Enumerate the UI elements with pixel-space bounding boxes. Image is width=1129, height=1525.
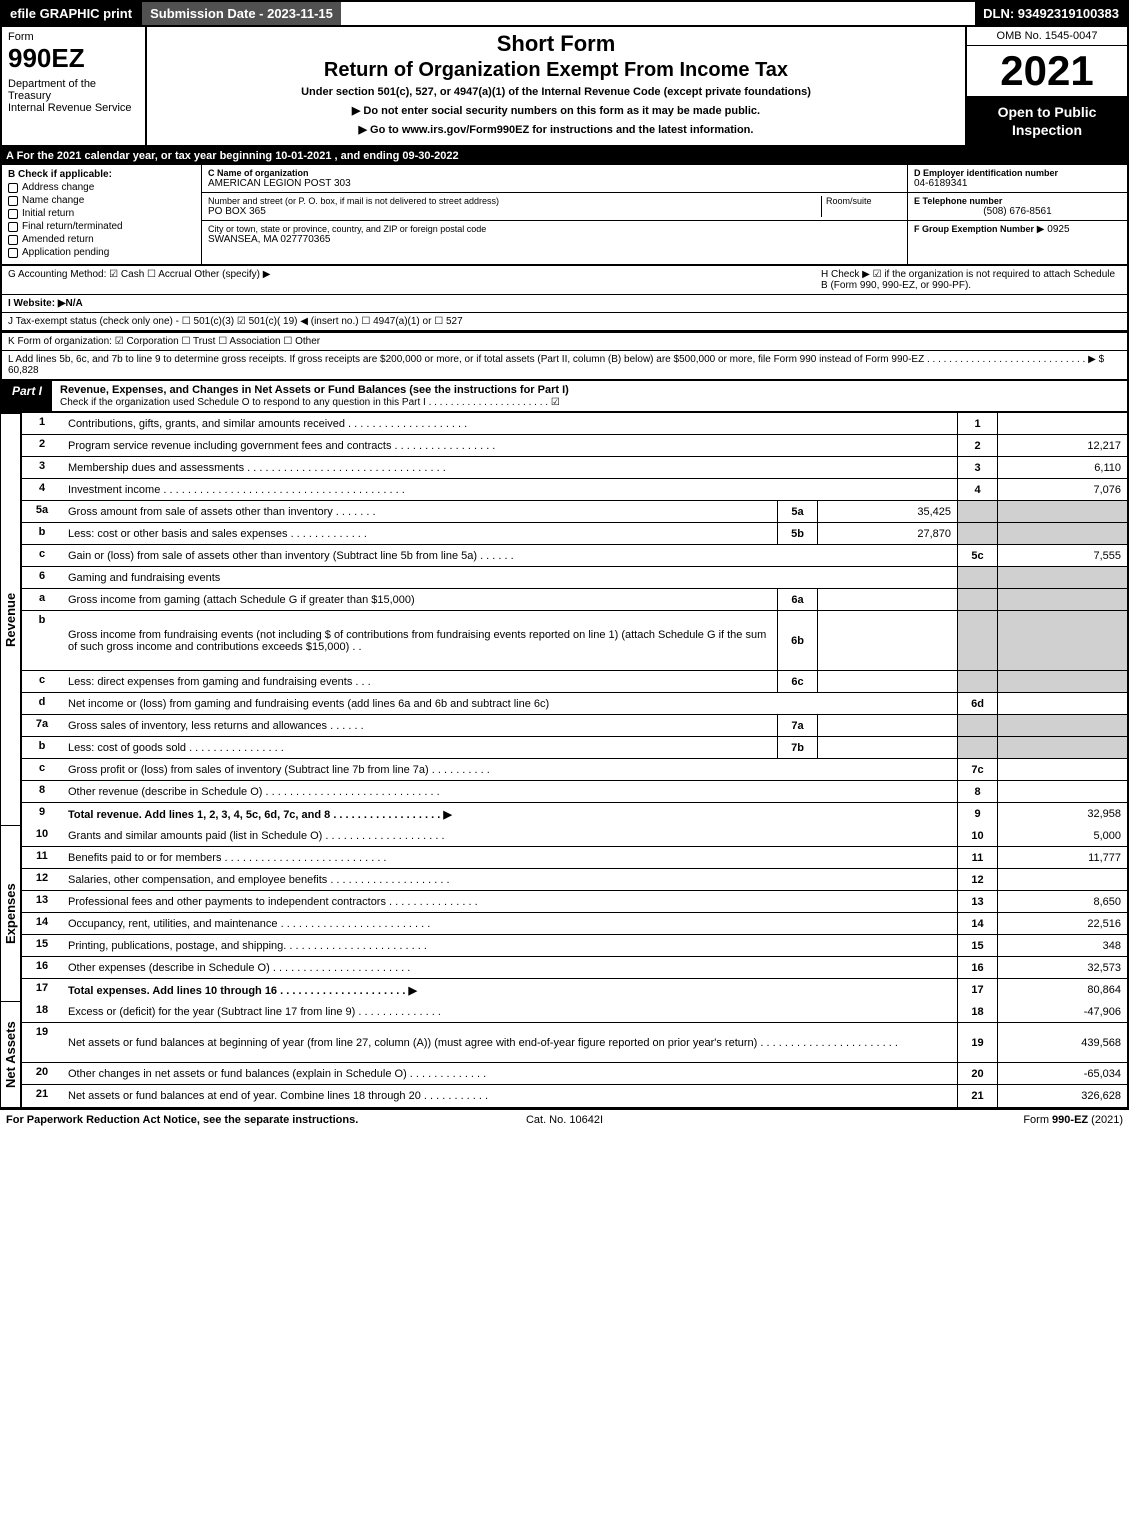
line-6: 6 Gaming and fundraising events bbox=[22, 567, 1127, 589]
street-label: Number and street (or P. O. box, if mail… bbox=[208, 196, 821, 206]
meta-rows: G Accounting Method: ☑ Cash ☐ Accrual Ot… bbox=[0, 266, 1129, 381]
open-public-label: Open to Public Inspection bbox=[967, 97, 1127, 145]
ein-label: D Employer identification number bbox=[914, 168, 1121, 178]
header-center: Short Form Return of Organization Exempt… bbox=[147, 27, 967, 145]
line-10: 10 Grants and similar amounts paid (list… bbox=[22, 825, 1127, 847]
checkbox-initial-return[interactable]: Initial return bbox=[8, 208, 195, 219]
line-5c: c Gain or (loss) from sale of assets oth… bbox=[22, 545, 1127, 567]
city-label: City or town, state or province, country… bbox=[208, 224, 901, 234]
phone-label: E Telephone number bbox=[914, 196, 1121, 206]
header-left: Form 990EZ Department of the Treasury In… bbox=[2, 27, 147, 145]
phone-value: (508) 676-8561 bbox=[914, 206, 1121, 217]
main-info-block: B Check if applicable: Address change Na… bbox=[0, 165, 1129, 266]
city-value: SWANSEA, MA 027770365 bbox=[208, 234, 901, 245]
short-form-title: Short Form bbox=[155, 31, 957, 57]
line-6b: b Gross income from fundraising events (… bbox=[22, 611, 1127, 671]
line-5b: b Less: cost or other basis and sales ex… bbox=[22, 523, 1127, 545]
group-exemption-value: ▶ 0925 bbox=[1037, 224, 1070, 235]
line-6c: c Less: direct expenses from gaming and … bbox=[22, 671, 1127, 693]
under-section-text: Under section 501(c), 527, or 4947(a)(1)… bbox=[155, 86, 957, 98]
line-2: 2 Program service revenue including gove… bbox=[22, 435, 1127, 457]
line-7a: 7a Gross sales of inventory, less return… bbox=[22, 715, 1127, 737]
goto-link-text[interactable]: ▶ Go to www.irs.gov/Form990EZ for instru… bbox=[155, 123, 957, 136]
line-6d: d Net income or (loss) from gaming and f… bbox=[22, 693, 1127, 715]
expenses-section: Expenses 10 Grants and similar amounts p… bbox=[0, 825, 1129, 1001]
expenses-sidebar: Expenses bbox=[0, 825, 22, 1001]
footer-cat-no: Cat. No. 10642I bbox=[378, 1114, 750, 1126]
footer-paperwork: For Paperwork Reduction Act Notice, see … bbox=[6, 1114, 378, 1126]
section-b-title: B Check if applicable: bbox=[8, 169, 195, 180]
room-label: Room/suite bbox=[826, 196, 901, 206]
revenue-sidebar: Revenue bbox=[0, 413, 22, 825]
part-1-header: Part I Revenue, Expenses, and Changes in… bbox=[0, 381, 1129, 413]
efile-print-label[interactable]: efile GRAPHIC print bbox=[2, 2, 140, 25]
line-17: 17 Total expenses. Add lines 10 through … bbox=[22, 979, 1127, 1001]
section-h-schedule-b: H Check ▶ ☑ if the organization is not r… bbox=[821, 269, 1121, 291]
checkbox-address-change[interactable]: Address change bbox=[8, 182, 195, 193]
return-title: Return of Organization Exempt From Incom… bbox=[155, 59, 957, 82]
section-c-org-info: C Name of organization AMERICAN LEGION P… bbox=[202, 165, 907, 264]
no-ssn-text: ▶ Do not enter social security numbers o… bbox=[155, 104, 957, 117]
line-5a: 5a Gross amount from sale of assets othe… bbox=[22, 501, 1127, 523]
street-value: PO BOX 365 bbox=[208, 206, 821, 217]
line-11: 11 Benefits paid to or for members . . .… bbox=[22, 847, 1127, 869]
ein-value: 04-6189341 bbox=[914, 178, 1121, 189]
department-label: Department of the Treasury Internal Reve… bbox=[8, 78, 139, 114]
line-8: 8 Other revenue (describe in Schedule O)… bbox=[22, 781, 1127, 803]
section-k-form-org: K Form of organization: ☑ Corporation ☐ … bbox=[8, 336, 1121, 347]
section-g-accounting: G Accounting Method: ☑ Cash ☐ Accrual Ot… bbox=[8, 269, 821, 291]
checkbox-application-pending[interactable]: Application pending bbox=[8, 247, 195, 258]
section-a-tax-year: A For the 2021 calendar year, or tax yea… bbox=[0, 147, 1129, 165]
omb-number: OMB No. 1545-0047 bbox=[967, 27, 1127, 46]
line-12: 12 Salaries, other compensation, and emp… bbox=[22, 869, 1127, 891]
section-b-checkboxes: B Check if applicable: Address change Na… bbox=[2, 165, 202, 264]
line-21: 21 Net assets or fund balances at end of… bbox=[22, 1085, 1127, 1107]
section-i-website: I Website: ▶N/A bbox=[8, 298, 1121, 309]
top-bar: efile GRAPHIC print Submission Date - 20… bbox=[0, 0, 1129, 27]
line-7c: c Gross profit or (loss) from sales of i… bbox=[22, 759, 1127, 781]
line-4: 4 Investment income . . . . . . . . . . … bbox=[22, 479, 1127, 501]
submission-date: Submission Date - 2023-11-15 bbox=[140, 2, 341, 25]
line-14: 14 Occupancy, rent, utilities, and maint… bbox=[22, 913, 1127, 935]
line-9: 9 Total revenue. Add lines 1, 2, 3, 4, 5… bbox=[22, 803, 1127, 825]
line-6a: a Gross income from gaming (attach Sched… bbox=[22, 589, 1127, 611]
line-1: 1 Contributions, gifts, grants, and simi… bbox=[22, 413, 1127, 435]
footer-form-ref: Form 990-EZ (2021) bbox=[751, 1114, 1123, 1126]
line-7b: b Less: cost of goods sold . . . . . . .… bbox=[22, 737, 1127, 759]
revenue-section: Revenue 1 Contributions, gifts, grants, … bbox=[0, 413, 1129, 825]
net-assets-section: Net Assets 18 Excess or (deficit) for th… bbox=[0, 1001, 1129, 1109]
form-label: Form bbox=[8, 31, 139, 43]
checkbox-final-return[interactable]: Final return/terminated bbox=[8, 221, 195, 232]
form-number: 990EZ bbox=[8, 43, 139, 74]
line-19: 19 Net assets or fund balances at beginn… bbox=[22, 1023, 1127, 1063]
line-18: 18 Excess or (deficit) for the year (Sub… bbox=[22, 1001, 1127, 1023]
sections-d-e-f: D Employer identification number 04-6189… bbox=[907, 165, 1127, 264]
form-header: Form 990EZ Department of the Treasury In… bbox=[0, 27, 1129, 147]
page-footer: For Paperwork Reduction Act Notice, see … bbox=[0, 1109, 1129, 1130]
line-13: 13 Professional fees and other payments … bbox=[22, 891, 1127, 913]
section-j-tax-status: J Tax-exempt status (check only one) - ☐… bbox=[8, 316, 1121, 327]
line-16: 16 Other expenses (describe in Schedule … bbox=[22, 957, 1127, 979]
line-15: 15 Printing, publications, postage, and … bbox=[22, 935, 1127, 957]
org-name: AMERICAN LEGION POST 303 bbox=[208, 178, 901, 189]
checkbox-name-change[interactable]: Name change bbox=[8, 195, 195, 206]
line-20: 20 Other changes in net assets or fund b… bbox=[22, 1063, 1127, 1085]
header-right: OMB No. 1545-0047 2021 Open to Public In… bbox=[967, 27, 1127, 145]
line-3: 3 Membership dues and assessments . . . … bbox=[22, 457, 1127, 479]
org-name-label: C Name of organization bbox=[208, 168, 901, 178]
part-1-check-o: Check if the organization used Schedule … bbox=[60, 397, 560, 408]
dln-label: DLN: 93492319100383 bbox=[975, 2, 1127, 25]
group-exemption-label: F Group Exemption Number bbox=[914, 224, 1034, 234]
tax-year: 2021 bbox=[967, 46, 1127, 97]
part-1-label: Part I bbox=[2, 381, 52, 411]
part-1-title: Revenue, Expenses, and Changes in Net As… bbox=[60, 384, 569, 396]
section-l-gross-receipts: L Add lines 5b, 6c, and 7b to line 9 to … bbox=[8, 354, 1121, 376]
net-assets-sidebar: Net Assets bbox=[0, 1001, 22, 1107]
checkbox-amended-return[interactable]: Amended return bbox=[8, 234, 195, 245]
